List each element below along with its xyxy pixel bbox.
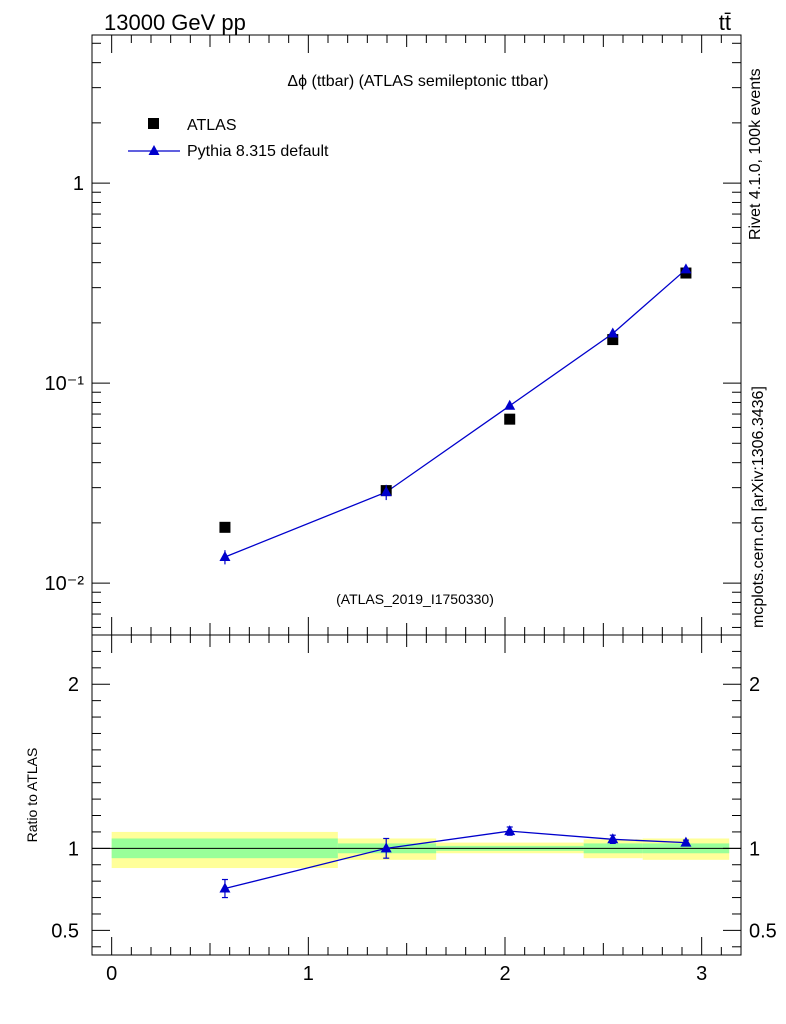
legend-atlas-marker	[148, 118, 159, 129]
pythia-point	[380, 486, 392, 497]
atlas-point	[504, 413, 516, 425]
pythia-point	[504, 399, 516, 410]
ratio-point	[607, 833, 619, 844]
ratio-x-tick-label: 1	[303, 963, 314, 985]
ratio-y-tick-label: 1	[68, 838, 79, 860]
ratio-panel: 0.5 0.5 1 1 2 2 0 1 2 3 Ratio to ATLAS	[24, 634, 777, 985]
main-y-tick-label: 1	[73, 173, 84, 195]
pythia-point	[219, 551, 231, 562]
atlas-point	[607, 334, 619, 346]
ratio-y-tick-label: 0.5	[51, 920, 79, 942]
ratio-y-tick-label-right: 0.5	[749, 920, 777, 942]
process-label: tt̄	[719, 10, 731, 35]
energy-label: 13000 GeV pp	[104, 10, 246, 35]
atlas-point	[219, 521, 231, 533]
ratio-point	[680, 836, 692, 847]
main-panel: 10⁻² 10⁻¹ 1 Δϕ (ttbar) (ATLAS semileptonic…	[45, 34, 742, 636]
ratio-y-tick-label: 2	[68, 674, 79, 696]
ratio-x-tick-label: 0	[106, 963, 117, 985]
ratio-frame	[91, 634, 742, 956]
legend-pythia-marker	[148, 145, 160, 155]
ratio-y-axis-label: Ratio to ATLAS	[24, 748, 40, 843]
legend: ATLAS Pythia 8.315 default	[128, 117, 329, 160]
ratio-y-tick-label-right: 1	[749, 838, 760, 860]
main-y-tick-label: 10⁻¹	[45, 373, 85, 395]
ratio-x-tick-label: 2	[499, 963, 510, 985]
main-y-tick-label: 10⁻²	[45, 573, 85, 595]
ratio-point	[380, 842, 392, 853]
pythia-line	[224, 268, 687, 558]
ratio-point	[219, 882, 231, 893]
pythia-point	[607, 327, 619, 338]
plot-title: Δϕ (ttbar) (ATLAS semileptonic ttbar)	[287, 73, 548, 90]
legend-atlas-label: ATLAS	[187, 117, 237, 134]
source-label: mcplots.cern.ch [arXiv:1306.3436]	[750, 386, 767, 628]
pythia-point	[680, 263, 692, 274]
analysis-watermark: (ATLAS_2019_I1750330)	[336, 591, 494, 607]
rivet-label: Rivet 4.1.0, 100k events	[747, 68, 764, 240]
ratio-x-tick-label: 3	[696, 963, 707, 985]
ratio-y-tick-label-right: 2	[749, 674, 760, 696]
legend-pythia-label: Pythia 8.315 default	[187, 143, 329, 160]
ratio-point	[504, 825, 516, 836]
